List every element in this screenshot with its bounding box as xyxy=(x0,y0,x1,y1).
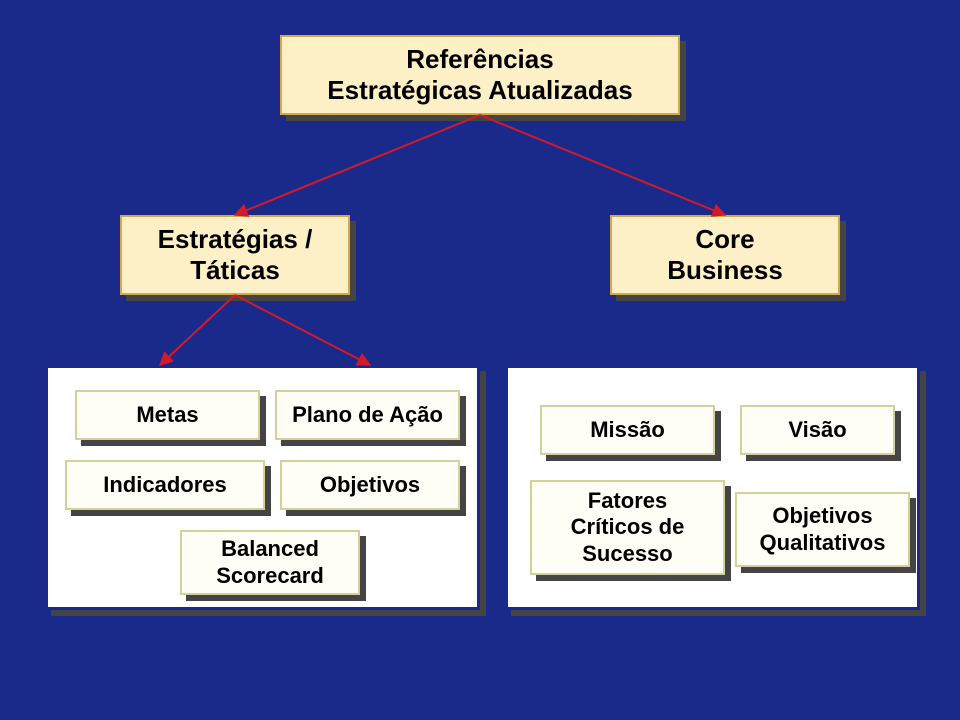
mid-right-line1: Core xyxy=(667,224,783,255)
indicadores-box-label: Indicadores xyxy=(103,472,226,498)
objetivos-box: Objetivos xyxy=(280,460,460,510)
header-line2: Estratégicas Atualizadas xyxy=(327,75,632,106)
mid-right-box: CoreBusiness xyxy=(610,215,840,295)
metas-box: Metas xyxy=(75,390,260,440)
metas-box-label: Metas xyxy=(136,402,198,428)
plano-box: Plano de Ação xyxy=(275,390,460,440)
visao-box: Visão xyxy=(740,405,895,455)
plano-box-label: Plano de Ação xyxy=(292,402,443,428)
connector-1 xyxy=(480,115,725,215)
mid-left-line1: Estratégias / xyxy=(158,224,313,255)
mid-left-box: Estratégias /Táticas xyxy=(120,215,350,295)
header-line1: Referências xyxy=(327,44,632,75)
balanced-line2: Scorecard xyxy=(216,563,324,589)
fatores-box: FatoresCríticos deSucesso xyxy=(530,480,725,575)
objq-box: ObjetivosQualitativos xyxy=(735,492,910,567)
balanced-box: BalancedScorecard xyxy=(180,530,360,595)
missao-box: Missão xyxy=(540,405,715,455)
balanced-line1: Balanced xyxy=(216,536,324,562)
fatores-line1: Fatores xyxy=(571,488,685,514)
indicadores-box: Indicadores xyxy=(65,460,265,510)
objq-line1: Objetivos xyxy=(760,503,886,529)
missao-box-label: Missão xyxy=(590,417,665,443)
visao-box-label: Visão xyxy=(788,417,846,443)
mid-left-line2: Táticas xyxy=(158,255,313,286)
connector-2 xyxy=(160,295,235,365)
mid-right-line2: Business xyxy=(667,255,783,286)
connector-0 xyxy=(235,115,480,215)
objq-line2: Qualitativos xyxy=(760,530,886,556)
objetivos-box-label: Objetivos xyxy=(320,472,420,498)
fatores-line3: Sucesso xyxy=(571,541,685,567)
header-box: ReferênciasEstratégicas Atualizadas xyxy=(280,35,680,115)
fatores-line2: Críticos de xyxy=(571,514,685,540)
connector-3 xyxy=(235,295,370,365)
